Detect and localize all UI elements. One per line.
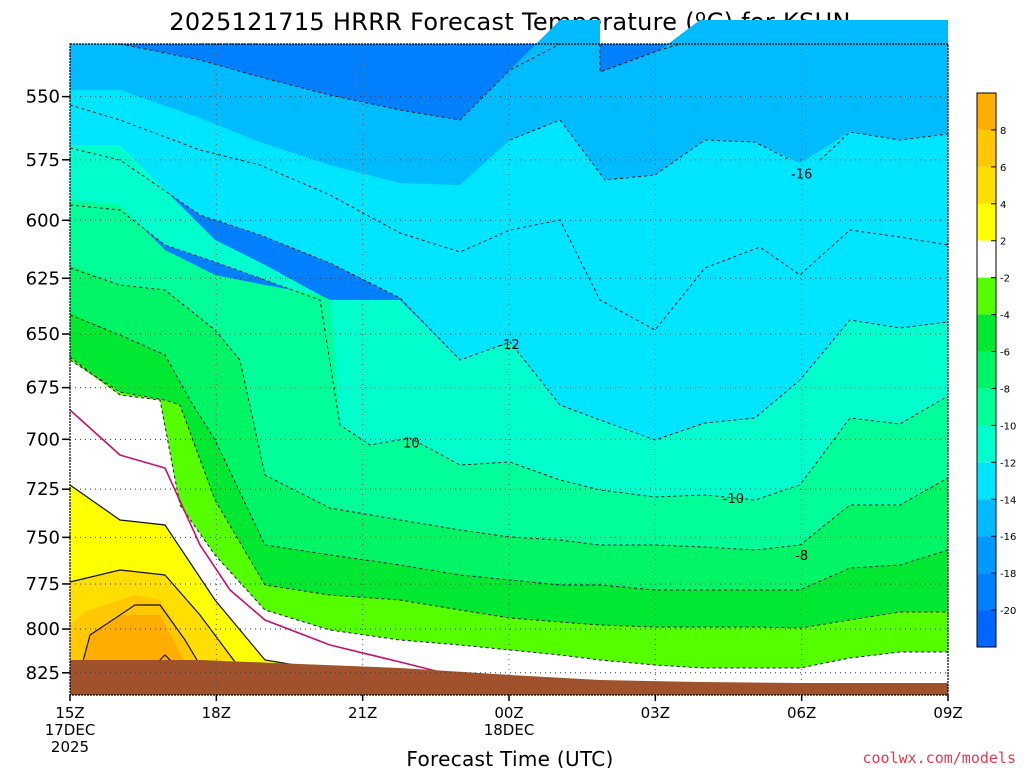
x-tick-date: 17DEC <box>45 721 96 739</box>
y-tick-label: 750 <box>26 527 60 548</box>
colorbar-bin <box>977 499 996 537</box>
colorbar-label: -14 <box>1000 495 1016 506</box>
x-tick-label: 03Z <box>641 704 670 722</box>
contour-line <box>69 267 949 551</box>
contour-line <box>69 359 948 629</box>
terrain <box>70 660 948 695</box>
contour-line <box>119 43 561 121</box>
colorbar-bin <box>977 314 996 352</box>
colorbar-bin <box>977 129 996 167</box>
colorbar-bin <box>977 536 996 574</box>
colorbar-bin <box>977 388 996 426</box>
x-axis-label: Forecast Time (UTC) <box>406 747 613 768</box>
contour-line <box>509 119 791 181</box>
y-tick-label: 775 <box>26 574 60 595</box>
colorbar-bin <box>977 93 996 130</box>
colorbar-label: 4 <box>1000 200 1006 211</box>
y-tick-label: 650 <box>26 324 60 345</box>
colorbar-label: -20 <box>1000 606 1016 617</box>
contour-line <box>69 484 296 666</box>
band-minus-4-to-minus-2 <box>70 357 948 668</box>
band-plus-8-to-plus-10 <box>82 615 185 665</box>
colorbar-bin <box>977 203 996 241</box>
contour-line <box>81 604 201 666</box>
colorbar-label: -8 <box>1000 384 1010 395</box>
y-tick-label: 800 <box>26 619 60 640</box>
band-minus-8-to-minus-6 <box>70 265 948 590</box>
y-tick-label: 675 <box>26 378 60 399</box>
colorbar-label: -16 <box>1000 532 1016 543</box>
contour-labels: -16 -12 10 -10 -8 <box>403 168 812 565</box>
contour-line <box>69 569 236 663</box>
colorbar-label: -18 <box>1000 569 1016 580</box>
colorbar-bin <box>977 462 996 500</box>
y-tick-label: 550 <box>26 87 60 108</box>
source-credit: coolwx.com/models <box>862 749 1016 767</box>
y-tick-label: 700 <box>26 429 60 450</box>
colorbar-label: -2 <box>1000 274 1010 285</box>
x-tick-label: 09Z <box>933 704 962 722</box>
x-tick-date: 18DEC <box>484 721 535 739</box>
contour-label: -12 <box>498 338 519 353</box>
contour-line <box>69 314 949 591</box>
colorbar-bin <box>977 573 996 611</box>
contour-label: -10 <box>723 492 744 507</box>
colorbar-bin <box>977 351 996 389</box>
contour-label: -8 <box>795 549 808 564</box>
y-tick-label: 825 <box>26 663 60 684</box>
y-tick-label: 625 <box>26 268 60 289</box>
plot-area: -16 -12 10 -10 -8 <box>69 20 949 700</box>
colorbar-bin <box>977 277 996 315</box>
x-tick-label: 21Z <box>348 704 377 722</box>
contour-line <box>69 356 948 669</box>
colorbar-bin <box>977 425 996 463</box>
colorbar-bin <box>977 166 996 204</box>
solid-contours <box>69 484 296 666</box>
colorbar-frame <box>976 92 997 648</box>
contour-label: 10 <box>403 436 420 451</box>
colorbar-label: 8 <box>1000 126 1006 137</box>
y-tick-label: 600 <box>26 210 60 231</box>
x-tick-label: 06Z <box>787 704 816 722</box>
freezing-line <box>69 409 441 673</box>
colorbar-bin <box>977 240 996 278</box>
y-tick-label: 725 <box>26 479 60 500</box>
contour-line <box>819 131 949 161</box>
colorbar: -20 -18 -16 -14 -12 -10 -8 -6 -4 -2 2 4 6 8 <box>976 92 1016 648</box>
colorbar-label: -6 <box>1000 348 1010 359</box>
colorbar-label: -10 <box>1000 421 1016 432</box>
y-tick-label: 575 <box>26 150 60 171</box>
x-tick-label: 00Z <box>494 704 523 722</box>
x-tick-year: 2025 <box>51 738 89 756</box>
contour-line <box>599 43 681 73</box>
contour-line <box>69 204 949 501</box>
colorbar-bin <box>977 610 996 647</box>
band-minus-10-to-minus-8 <box>70 200 948 550</box>
y-axis: 550 575 600 625 650 675 700 725 750 775 800 825 <box>26 87 70 684</box>
x-tick-label: 18Z <box>202 704 231 722</box>
colorbar-label: 6 <box>1000 163 1006 174</box>
x-tick-label: 15Z <box>55 704 84 722</box>
colorbar-label: 2 <box>1000 237 1006 248</box>
colorbar-label: -12 <box>1000 458 1016 469</box>
colorbar-label: -4 <box>1000 311 1010 322</box>
contour-line <box>157 654 173 663</box>
contour-label: -16 <box>791 168 812 183</box>
